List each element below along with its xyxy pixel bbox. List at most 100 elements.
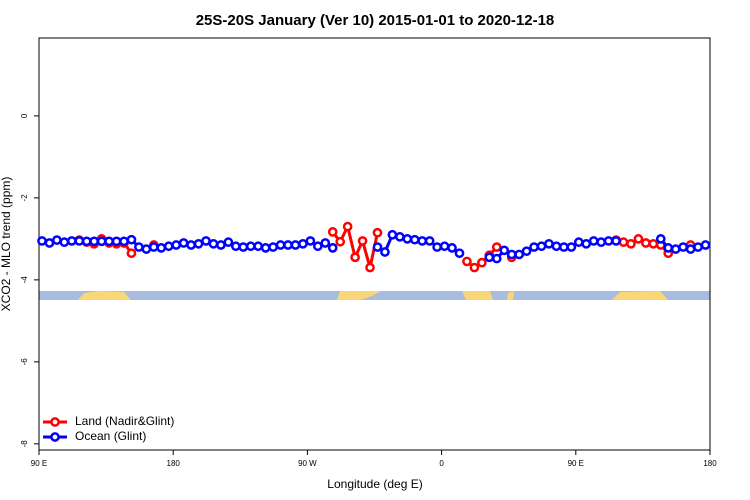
- chart-title: 25S-20S January (Ver 10) 2015-01-01 to 2…: [196, 12, 555, 29]
- data-point: [312, 241, 323, 252]
- data-point: [290, 240, 301, 250]
- data-point: [573, 237, 584, 248]
- x-tick-label: 90 E: [568, 459, 584, 468]
- y-tick-label: 0: [20, 113, 29, 118]
- data-point: [685, 244, 696, 254]
- x-tick-label: 0: [439, 459, 444, 468]
- x-tick-label: 90 W: [298, 459, 317, 468]
- y-tick-label: -8: [20, 440, 29, 448]
- data-point: [327, 227, 338, 237]
- data-point: [357, 236, 368, 246]
- data-point: [618, 237, 629, 248]
- ocean-strip: [39, 291, 710, 300]
- data-point: [96, 236, 107, 247]
- data-point: [417, 236, 428, 246]
- data-point: [342, 221, 353, 232]
- legend-marker: [50, 417, 60, 427]
- data-point: [298, 238, 308, 249]
- data-point: [626, 238, 636, 249]
- data-point: [387, 229, 398, 240]
- data-point: [693, 242, 703, 252]
- data-point: [581, 238, 592, 249]
- data-point: [484, 252, 495, 263]
- data-point: [380, 247, 390, 257]
- data-point: [514, 249, 524, 260]
- data-point: [588, 236, 599, 246]
- data-point: [603, 236, 614, 246]
- data-point: [499, 245, 510, 256]
- data-point: [372, 242, 383, 252]
- legend: Land (Nadir&Glint)Ocean (Glint): [43, 414, 174, 443]
- x-tick-label: 90 E: [31, 459, 47, 468]
- data-point: [245, 241, 256, 252]
- data-point: [663, 243, 674, 253]
- data-point: [126, 248, 137, 259]
- data-point: [394, 231, 405, 242]
- data-point: [223, 237, 234, 248]
- data-point: [678, 242, 689, 252]
- data-point: [74, 236, 85, 246]
- map-strip: [39, 291, 710, 300]
- land-patch: [462, 291, 493, 300]
- x-tick-label: 180: [167, 459, 181, 468]
- data-point: [454, 248, 465, 259]
- data-point: [402, 234, 413, 244]
- data-point: [447, 243, 457, 253]
- data-point: [178, 238, 189, 248]
- data-point: [208, 238, 219, 249]
- data-point: [283, 240, 293, 250]
- land-patch: [507, 291, 514, 300]
- data-point: [365, 262, 375, 273]
- data-point: [148, 242, 159, 252]
- data-point: [566, 242, 577, 252]
- data-point: [163, 241, 174, 252]
- data-point: [59, 237, 70, 248]
- data-point: [670, 244, 681, 254]
- data-point: [134, 242, 144, 252]
- data-point: [350, 252, 360, 263]
- data-point: [506, 249, 517, 260]
- data-point: [491, 253, 502, 264]
- legend-label: Ocean (Glint): [75, 429, 146, 443]
- data-point: [305, 236, 316, 246]
- data-point: [551, 241, 562, 252]
- data-point: [186, 240, 196, 250]
- data-point: [89, 236, 100, 247]
- data-point: [275, 240, 286, 250]
- land-patch: [78, 291, 131, 300]
- data-point: [260, 243, 271, 253]
- data-point: [37, 236, 47, 246]
- y-tick-label: -2: [20, 194, 29, 202]
- data-point: [372, 227, 383, 238]
- data-point: [529, 242, 539, 252]
- data-point: [111, 236, 122, 247]
- data-point: [66, 236, 77, 246]
- data-point: [439, 241, 450, 252]
- data-point: [559, 242, 569, 252]
- data-point: [469, 262, 480, 273]
- data-point: [52, 235, 62, 245]
- data-point: [424, 236, 435, 246]
- data-point: [320, 238, 331, 248]
- data-point: [171, 240, 182, 250]
- data-point: [611, 236, 621, 246]
- x-tick-label: 180: [703, 459, 717, 468]
- data-point: [633, 234, 644, 244]
- data-point: [193, 238, 204, 249]
- data-point: [432, 242, 442, 252]
- data-point: [327, 243, 338, 253]
- data-point: [477, 257, 487, 268]
- data-point: [126, 234, 137, 245]
- data-point: [409, 234, 420, 245]
- data-point: [216, 240, 226, 250]
- data-point: [268, 242, 278, 252]
- data-point: [156, 243, 167, 253]
- data-point: [119, 236, 129, 247]
- data-point: [491, 242, 502, 252]
- legend-label: Land (Nadir&Glint): [75, 414, 174, 428]
- data-point: [230, 241, 241, 252]
- data-point: [536, 241, 547, 252]
- y-tick-label: -6: [20, 358, 29, 366]
- data-point: [462, 256, 472, 267]
